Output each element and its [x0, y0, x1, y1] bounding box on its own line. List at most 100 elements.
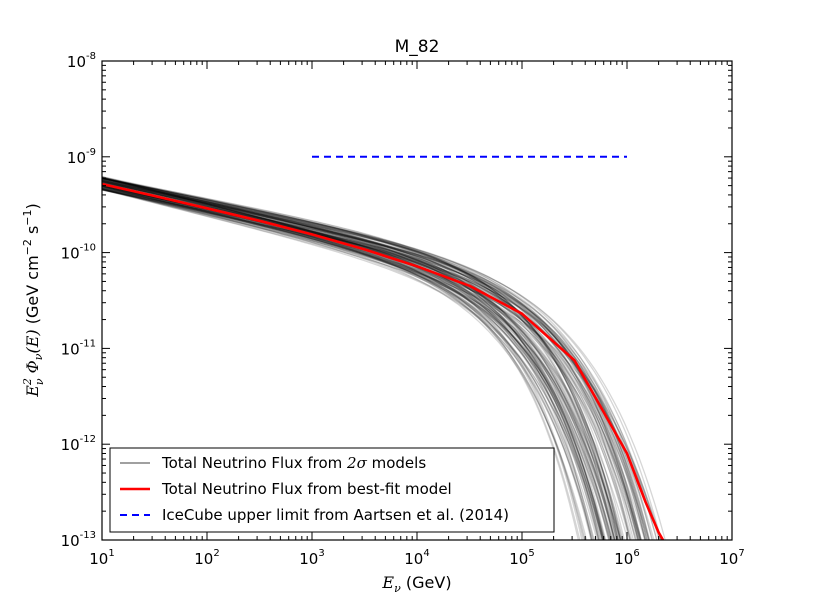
model-curve	[102, 177, 621, 540]
y-tick-label: 10-8	[67, 51, 96, 71]
model-curve	[102, 178, 607, 540]
model-curve	[102, 185, 588, 540]
model-curve	[102, 187, 621, 540]
x-tick-label: 103	[299, 548, 324, 568]
model-curve	[102, 188, 624, 540]
model-curve	[102, 176, 622, 540]
model-curve	[102, 179, 618, 540]
y-tick-label: 10-13	[61, 530, 96, 550]
model-curve	[102, 181, 625, 540]
legend: Total Neutrino Flux from 2σ models Total…	[109, 447, 555, 533]
model-curve	[102, 177, 621, 540]
model-curve	[102, 177, 616, 540]
legend-label-ensemble: Total Neutrino Flux from 2σ models	[161, 454, 426, 472]
model-curve	[102, 188, 605, 540]
model-curve	[102, 181, 603, 540]
model-curve	[102, 177, 619, 540]
model-curve	[102, 188, 583, 540]
model-curve	[102, 187, 595, 540]
model-curve	[102, 179, 631, 540]
model-curve	[102, 177, 620, 540]
model-curve	[102, 187, 648, 540]
y-tick-label: 10-10	[61, 243, 96, 263]
model-curve	[102, 181, 610, 540]
model-curve	[102, 176, 595, 540]
model-curve	[102, 177, 650, 540]
model-curve	[102, 178, 646, 540]
model-curve	[102, 189, 612, 540]
model-curve	[102, 179, 666, 540]
y-axis-label: E2ν Φν(E) (GeV cm−2 s−1)	[21, 203, 46, 398]
x-tick-label: 104	[404, 548, 429, 568]
model-curve	[102, 177, 619, 540]
y-tick-label: 10-12	[61, 434, 96, 454]
x-tick-label: 107	[719, 548, 744, 568]
model-curve	[102, 180, 654, 540]
x-tick-label: 105	[509, 548, 534, 568]
model-curve	[102, 185, 586, 540]
model-curve	[102, 180, 600, 540]
chart-title: M_82	[395, 37, 440, 57]
best-fit-line	[102, 182, 665, 540]
model-curve	[102, 176, 662, 540]
y-tick-label: 10-11	[61, 338, 96, 358]
axis-ticks: 101 102 103 104 105 106 107 10-8 10-9 10-10 10-11 1…	[61, 51, 745, 568]
model-curve	[102, 188, 633, 540]
model-curve	[102, 176, 634, 540]
model-curve	[102, 185, 593, 540]
model-curve	[102, 177, 647, 540]
model-curve	[102, 187, 610, 540]
model-curve	[102, 186, 606, 540]
model-curve	[102, 177, 616, 540]
legend-label-best-fit: Total Neutrino Flux from best-fit model	[161, 480, 452, 498]
model-curve	[102, 185, 585, 540]
model-curve	[102, 187, 601, 540]
model-curve	[102, 180, 641, 540]
model-curve	[102, 181, 616, 540]
model-curve	[102, 177, 642, 540]
model-curve	[102, 186, 602, 540]
model-curve	[102, 177, 653, 540]
model-curve	[102, 180, 613, 540]
model-curve	[102, 180, 622, 540]
model-curve	[102, 177, 640, 540]
model-curve	[102, 178, 646, 540]
legend-label-icecube: IceCube upper limit from Aartsen et al. …	[162, 506, 509, 524]
model-curve	[102, 188, 637, 540]
model-curve	[102, 180, 599, 540]
model-curve	[102, 183, 632, 540]
model-curve	[102, 188, 615, 540]
model-curve	[102, 178, 638, 540]
model-curve	[102, 185, 580, 540]
model-curve	[102, 180, 642, 540]
model-curve	[102, 182, 651, 540]
model-curve	[102, 180, 658, 540]
model-curve	[102, 177, 618, 540]
x-axis-label: Eν (GeV)	[381, 573, 451, 595]
model-curve	[102, 177, 639, 540]
model-curve	[102, 189, 592, 540]
model-curve	[102, 188, 606, 540]
legend-box	[109, 447, 555, 533]
model-curve	[102, 181, 611, 540]
model-curve	[102, 188, 639, 540]
model-curve	[102, 181, 640, 540]
model-curve	[102, 177, 623, 540]
model-curve	[102, 184, 611, 540]
model-curve	[102, 182, 658, 540]
x-tick-label: 101	[89, 548, 114, 568]
x-tick-label: 106	[614, 548, 639, 568]
model-curve	[102, 188, 602, 540]
model-curve	[102, 182, 593, 540]
model-curve	[102, 180, 618, 540]
model-curve	[102, 177, 605, 540]
model-curve	[102, 178, 605, 540]
model-curve	[102, 177, 662, 540]
svg-text:E2ν Φν(E) (GeV cm−2 s−1): E2ν Φν(E) (GeV cm−2 s−1)	[21, 203, 46, 398]
model-curve	[102, 184, 600, 540]
x-tick-label: 102	[194, 548, 219, 568]
model-curve	[102, 180, 604, 540]
model-curve	[102, 178, 622, 540]
model-curve	[102, 188, 593, 540]
